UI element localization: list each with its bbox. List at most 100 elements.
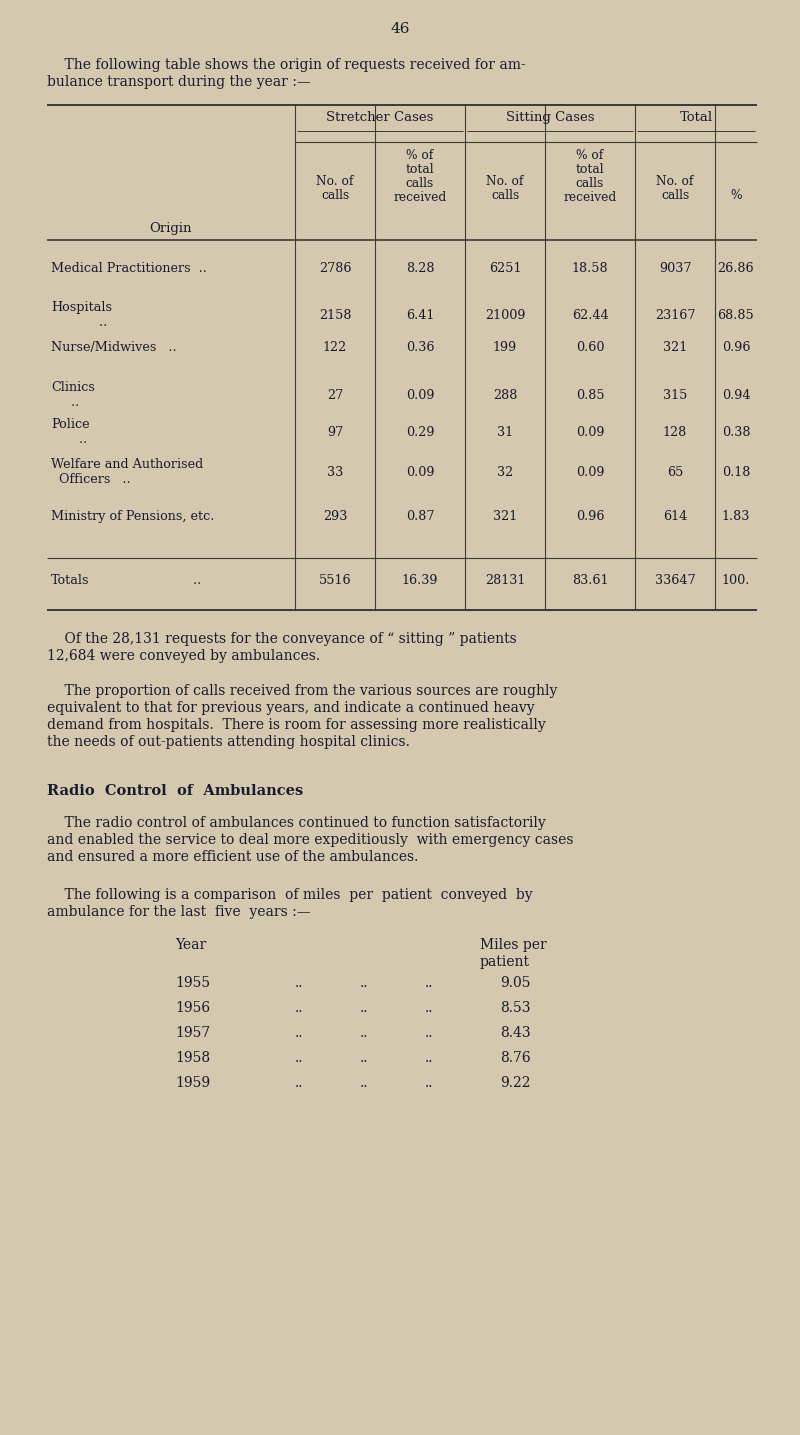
Text: No. of: No. of	[486, 175, 524, 188]
Text: 9037: 9037	[658, 263, 691, 276]
Text: %: %	[730, 189, 742, 202]
Text: No. of: No. of	[316, 175, 354, 188]
Text: Miles per: Miles per	[480, 938, 546, 951]
Text: 0.09: 0.09	[406, 466, 434, 479]
Text: Medical Practitioners  ..: Medical Practitioners ..	[51, 263, 207, 276]
Text: Police: Police	[51, 418, 90, 430]
Text: 65: 65	[667, 466, 683, 479]
Text: Year: Year	[175, 938, 206, 951]
Text: ..: ..	[425, 1050, 434, 1065]
Text: 8.76: 8.76	[500, 1050, 530, 1065]
Text: ..: ..	[295, 1050, 303, 1065]
Text: calls: calls	[491, 189, 519, 202]
Text: equivalent to that for previous years, and indicate a continued heavy: equivalent to that for previous years, a…	[47, 702, 534, 715]
Text: ..: ..	[360, 976, 369, 990]
Text: 0.96: 0.96	[576, 509, 604, 522]
Text: Officers   ..: Officers ..	[51, 474, 130, 486]
Text: ..: ..	[295, 1002, 303, 1015]
Text: ambulance for the last  five  years :—: ambulance for the last five years :—	[47, 905, 310, 918]
Text: Totals: Totals	[51, 574, 90, 587]
Text: % of: % of	[406, 149, 434, 162]
Text: and enabled the service to deal more expeditiously  with emergency cases: and enabled the service to deal more exp…	[47, 832, 574, 847]
Text: ..: ..	[360, 1076, 369, 1091]
Text: The following table shows the origin of requests received for am-: The following table shows the origin of …	[47, 57, 526, 72]
Text: ..: ..	[137, 574, 202, 587]
Text: 2786: 2786	[318, 263, 351, 276]
Text: received: received	[563, 191, 617, 204]
Text: 0.85: 0.85	[576, 389, 604, 402]
Text: calls: calls	[321, 189, 349, 202]
Text: Total: Total	[679, 110, 713, 123]
Text: Nurse/Midwives   ..: Nurse/Midwives ..	[51, 342, 177, 354]
Text: 12,684 were conveyed by ambulances.: 12,684 were conveyed by ambulances.	[47, 649, 320, 663]
Text: 33647: 33647	[654, 574, 695, 587]
Text: 8.28: 8.28	[406, 263, 434, 276]
Text: 18.58: 18.58	[572, 263, 608, 276]
Text: 321: 321	[493, 509, 517, 522]
Text: ..: ..	[425, 1026, 434, 1040]
Text: 31: 31	[497, 426, 513, 439]
Text: 1955: 1955	[175, 976, 210, 990]
Text: 0.38: 0.38	[722, 426, 750, 439]
Text: 0.09: 0.09	[406, 389, 434, 402]
Text: 293: 293	[323, 509, 347, 522]
Text: 321: 321	[663, 342, 687, 354]
Text: 128: 128	[663, 426, 687, 439]
Text: total: total	[406, 164, 434, 177]
Text: Ministry of Pensions, etc.: Ministry of Pensions, etc.	[51, 509, 214, 522]
Text: 97: 97	[327, 426, 343, 439]
Text: ..: ..	[295, 976, 303, 990]
Text: patient: patient	[480, 956, 530, 969]
Text: 33: 33	[327, 466, 343, 479]
Text: 26.86: 26.86	[718, 263, 754, 276]
Text: 2158: 2158	[318, 309, 351, 321]
Text: 1956: 1956	[175, 1002, 210, 1015]
Text: 1957: 1957	[175, 1026, 210, 1040]
Text: 0.87: 0.87	[406, 509, 434, 522]
Text: 28131: 28131	[485, 574, 525, 587]
Text: 288: 288	[493, 389, 517, 402]
Text: received: received	[394, 191, 446, 204]
Text: No. of: No. of	[656, 175, 694, 188]
Text: 27: 27	[327, 389, 343, 402]
Text: 0.18: 0.18	[722, 466, 750, 479]
Text: 68.85: 68.85	[718, 309, 754, 321]
Text: 1959: 1959	[175, 1076, 210, 1091]
Text: % of: % of	[576, 149, 604, 162]
Text: 9.22: 9.22	[500, 1076, 530, 1091]
Text: 122: 122	[323, 342, 347, 354]
Text: 8.43: 8.43	[500, 1026, 530, 1040]
Text: 8.53: 8.53	[500, 1002, 530, 1015]
Text: The proportion of calls received from the various sources are roughly: The proportion of calls received from th…	[47, 684, 558, 697]
Text: calls: calls	[406, 177, 434, 189]
Text: 0.09: 0.09	[576, 466, 604, 479]
Text: ..: ..	[295, 1026, 303, 1040]
Text: 23167: 23167	[654, 309, 695, 321]
Text: Welfare and Authorised: Welfare and Authorised	[51, 458, 203, 471]
Text: ..: ..	[425, 1002, 434, 1015]
Text: 6.41: 6.41	[406, 309, 434, 321]
Text: 0.96: 0.96	[722, 342, 750, 354]
Text: ..: ..	[51, 316, 107, 329]
Text: 614: 614	[663, 509, 687, 522]
Text: 0.09: 0.09	[576, 426, 604, 439]
Text: ..: ..	[360, 1050, 369, 1065]
Text: The following is a comparison  of miles  per  patient  conveyed  by: The following is a comparison of miles p…	[47, 888, 533, 903]
Text: 0.94: 0.94	[722, 389, 750, 402]
Text: and ensured a more efficient use of the ambulances.: and ensured a more efficient use of the …	[47, 850, 418, 864]
Text: 62.44: 62.44	[572, 309, 608, 321]
Text: 5516: 5516	[318, 574, 351, 587]
Text: Clinics: Clinics	[51, 382, 95, 395]
Text: The radio control of ambulances continued to function satisfactorily: The radio control of ambulances continue…	[47, 817, 546, 829]
Text: 0.60: 0.60	[576, 342, 604, 354]
Text: ..: ..	[51, 433, 87, 446]
Text: bulance transport during the year :—: bulance transport during the year :—	[47, 75, 310, 89]
Text: ..: ..	[295, 1076, 303, 1091]
Text: calls: calls	[576, 177, 604, 189]
Text: Of the 28,131 requests for the conveyance of “ sitting ” patients: Of the 28,131 requests for the conveyanc…	[47, 631, 517, 646]
Text: ..: ..	[360, 1002, 369, 1015]
Text: 46: 46	[390, 22, 410, 36]
Text: 1958: 1958	[175, 1050, 210, 1065]
Text: Sitting Cases: Sitting Cases	[506, 110, 594, 123]
Text: ..: ..	[425, 976, 434, 990]
